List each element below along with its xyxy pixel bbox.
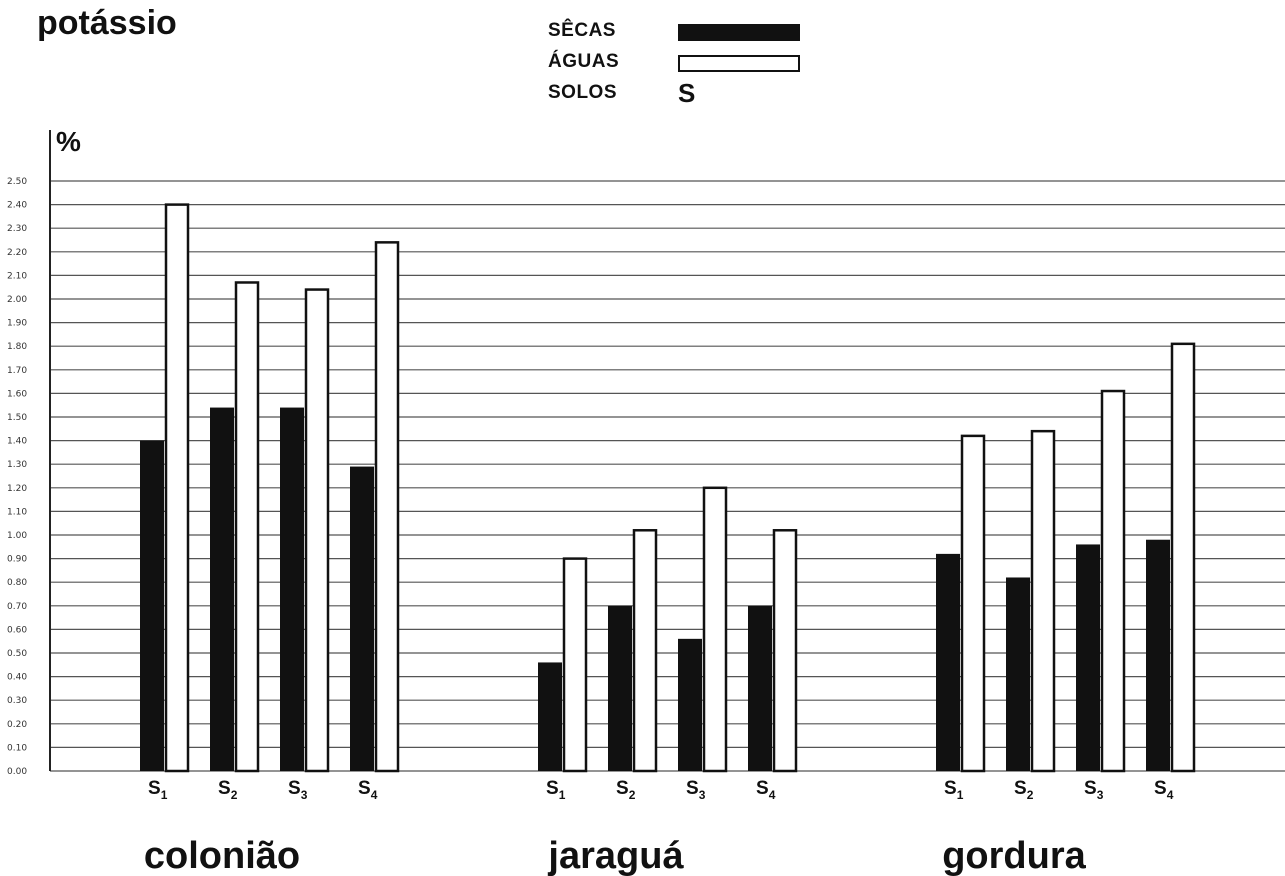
bar-secas (1076, 544, 1100, 771)
bar-secas (608, 605, 632, 771)
legend-label-secas: SÊCAS (548, 20, 616, 41)
x-tick-label: S2 (1014, 778, 1034, 802)
x-tick-label: S2 (218, 778, 238, 802)
bar-secas (936, 553, 960, 771)
x-tick-label: S3 (686, 778, 706, 802)
y-tick-label: 1.50 (7, 413, 27, 423)
bar-aguas (304, 288, 330, 773)
bar-aguas (960, 434, 986, 773)
y-tick-label: 1.90 (7, 319, 27, 329)
x-tick-label: S3 (1084, 778, 1104, 802)
bar-secas (538, 662, 562, 771)
y-tick-label: 1.30 (7, 460, 27, 470)
legend-label-solos: SOLOS (548, 82, 618, 103)
y-tick-label: 0.40 (7, 673, 27, 683)
group-label: gordura (942, 835, 1086, 876)
y-tick-label: 2.40 (7, 201, 27, 211)
bar-aguas (632, 529, 658, 773)
y-tick-label: 1.10 (7, 507, 27, 517)
y-tick-label: 0.50 (7, 649, 27, 659)
y-tick-label: 1.60 (7, 389, 27, 399)
bar-secas (678, 638, 702, 771)
group-label: colonião (144, 835, 300, 876)
y-tick-label: 1.00 (7, 531, 27, 541)
x-tick-label: S3 (288, 778, 308, 802)
bar-secas (350, 466, 374, 771)
bar-secas (1146, 539, 1170, 771)
group-label: jaraguá (547, 835, 684, 876)
bar-aguas (1170, 342, 1196, 773)
y-tick-label: 1.20 (7, 484, 27, 494)
legend-symbol-solos: S (678, 78, 696, 108)
bar-aguas (1100, 389, 1126, 773)
bar-secas (748, 605, 772, 771)
bar-aguas (234, 281, 260, 773)
bar-aguas (772, 529, 798, 773)
bar-aguas (562, 557, 588, 773)
y-tick-label: 2.50 (7, 177, 27, 187)
legend-label-aguas: ÁGUAS (548, 51, 620, 72)
legend-item-solos: SOLOS S (548, 78, 818, 108)
bar-secas (140, 440, 164, 771)
y-tick-label: 1.80 (7, 342, 27, 352)
y-tick-label: 0.10 (7, 743, 27, 753)
y-axis-unit: % (56, 126, 81, 157)
y-tick-label: 0.60 (7, 625, 27, 635)
y-tick-label: 1.70 (7, 366, 27, 376)
bar-aguas (164, 203, 190, 773)
legend-swatch-aguas (678, 55, 800, 72)
y-tick-label: 2.00 (7, 295, 27, 305)
bar-secas (280, 407, 304, 771)
legend-swatch-secas (678, 24, 800, 41)
y-tick-label: 2.20 (7, 248, 27, 258)
legend-item-aguas: ÁGUAS (548, 51, 818, 75)
bar-aguas (702, 486, 728, 773)
x-tick-label: S1 (944, 778, 964, 802)
chart-title: potássio (37, 4, 177, 42)
bar-secas (1006, 577, 1030, 771)
y-tick-label: 0.20 (7, 720, 27, 730)
y-tick-label: 0.30 (7, 696, 27, 706)
y-tick-label: 0.00 (7, 767, 27, 777)
x-tick-label: S1 (546, 778, 566, 802)
bar-aguas (374, 241, 400, 773)
bar-aguas (1030, 429, 1056, 773)
y-tick-label: 0.90 (7, 555, 27, 565)
x-tick-label: S4 (756, 778, 776, 802)
x-tick-label: S2 (616, 778, 636, 802)
y-tick-label: 2.30 (7, 224, 27, 234)
legend: SÊCAS ÁGUAS SOLOS S (548, 20, 818, 110)
y-tick-label: 1.40 (7, 437, 27, 447)
bar-secas (210, 407, 234, 771)
y-tick-label: 2.10 (7, 271, 27, 281)
x-tick-label: S4 (358, 778, 378, 802)
x-tick-label: S1 (148, 778, 168, 802)
legend-item-secas: SÊCAS (548, 20, 818, 44)
x-tick-label: S4 (1154, 778, 1174, 802)
y-tick-label: 0.70 (7, 602, 27, 612)
y-tick-label: 0.80 (7, 578, 27, 588)
